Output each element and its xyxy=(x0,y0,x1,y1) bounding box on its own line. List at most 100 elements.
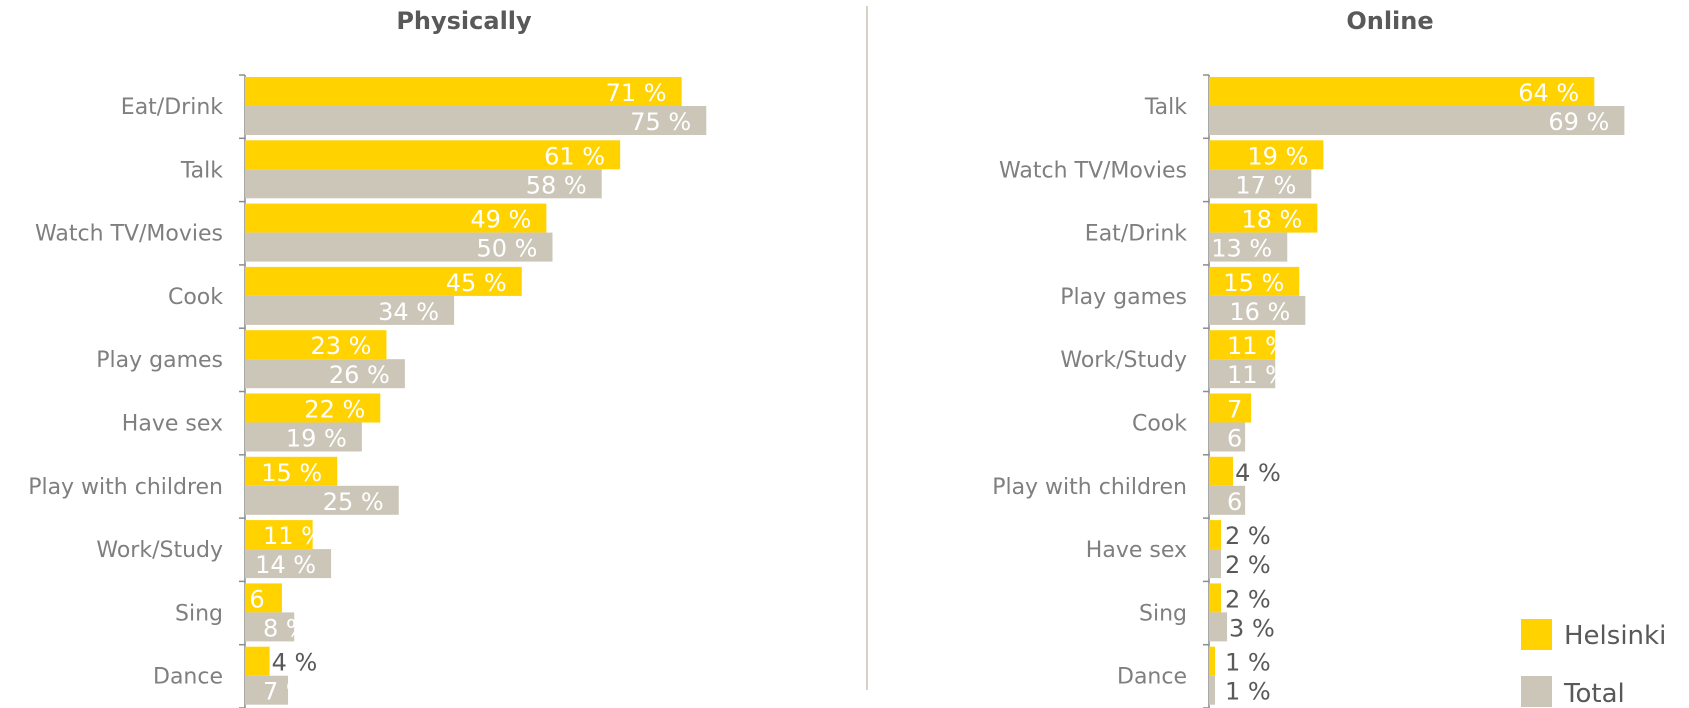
bar-helsinki xyxy=(245,140,621,170)
bar-helsinki xyxy=(245,393,381,423)
bar-total xyxy=(245,675,289,705)
category-label: Play with children xyxy=(28,475,223,500)
data-label: 11 % xyxy=(1227,361,1288,389)
category-label: Cook xyxy=(1132,412,1187,437)
data-label: 61 % xyxy=(544,142,605,170)
bar-total xyxy=(245,169,602,199)
data-label: 7 % xyxy=(263,678,309,706)
data-label: 49 % xyxy=(470,206,531,234)
bar-helsinki xyxy=(1209,646,1216,676)
bar-total xyxy=(1209,485,1246,515)
data-label: 11 % xyxy=(1227,332,1288,360)
bar-helsinki xyxy=(245,583,282,613)
data-label: 11 % xyxy=(263,522,324,550)
bar-total xyxy=(245,359,405,389)
online-panel: Online Talk 64 %69 % Watch TV/Movies 19 %17 … xyxy=(992,7,1625,708)
data-label: 6 xyxy=(249,585,264,613)
data-label: 71 % xyxy=(606,79,667,107)
data-label: 25 % xyxy=(323,488,384,516)
data-label: 4 % xyxy=(1235,459,1281,487)
bar-total xyxy=(1209,422,1246,452)
category-label: Watch TV/Movies xyxy=(35,222,223,247)
bar-helsinki xyxy=(1209,520,1222,550)
data-label: 22 % xyxy=(304,396,365,424)
bar-helsinki xyxy=(1209,266,1300,296)
bar-total xyxy=(245,422,362,452)
category-label: Have sex xyxy=(122,412,223,437)
data-label: 7 % xyxy=(1227,396,1273,424)
legend-total-label: Total xyxy=(1563,679,1625,708)
category-label: Talk xyxy=(180,158,223,183)
bar-total xyxy=(245,485,399,515)
bar-total xyxy=(245,106,707,135)
category-label: Dance xyxy=(1117,665,1187,690)
bar-helsinki xyxy=(1209,583,1222,613)
data-label: 15 % xyxy=(1223,269,1284,297)
category-label: Sing xyxy=(175,601,223,626)
data-label: 1 % xyxy=(1225,678,1271,706)
bar-total xyxy=(1209,295,1306,325)
bar-total xyxy=(1209,232,1288,262)
data-label: 1 % xyxy=(1225,649,1271,677)
bar-helsinki xyxy=(1209,140,1324,170)
category-label: Play games xyxy=(96,348,223,373)
data-label: 26 % xyxy=(329,361,390,389)
bar-total xyxy=(1209,106,1625,135)
data-label: 69 % xyxy=(1548,108,1609,136)
category-label: Dance xyxy=(153,665,223,690)
bar-helsinki xyxy=(1209,393,1252,423)
category-label: Watch TV/Movies xyxy=(999,158,1187,183)
bar-helsinki xyxy=(245,203,547,233)
chart-title: Physically xyxy=(396,7,532,35)
data-label: 18 % xyxy=(1241,206,1302,234)
bar-total xyxy=(1209,549,1222,579)
bar-helsinki xyxy=(245,77,682,106)
data-label: 13 % xyxy=(1211,235,1272,263)
bar-total xyxy=(245,612,295,642)
bar-helsinki xyxy=(245,646,270,676)
data-label: 2 % xyxy=(1225,585,1271,613)
physically-panel: Physically Eat/Drink 71 %75 % Talk 61 %58 % W… xyxy=(28,7,707,708)
data-label: 15 % xyxy=(261,459,322,487)
data-label: 45 % xyxy=(446,269,507,297)
data-label: 14 % xyxy=(255,551,316,579)
bar-helsinki xyxy=(245,330,387,360)
category-label: Eat/Drink xyxy=(121,95,223,120)
legend-total-swatch xyxy=(1521,676,1552,707)
category-label: Play with children xyxy=(992,475,1187,500)
bar-helsinki xyxy=(245,266,522,296)
data-label: 2 % xyxy=(1225,522,1271,550)
data-label: 19 % xyxy=(1247,142,1308,170)
data-label: 8 % xyxy=(263,614,309,642)
bar-total xyxy=(245,549,332,579)
category-label: Work/Study xyxy=(96,538,223,563)
data-label: 3 % xyxy=(1229,614,1275,642)
data-label: 17 % xyxy=(1235,171,1296,199)
category-label: Have sex xyxy=(1086,538,1187,563)
data-label: 34 % xyxy=(378,298,439,326)
data-label: 4 % xyxy=(272,649,318,677)
legend-helsinki-label: Helsinki xyxy=(1564,621,1666,651)
bar-total xyxy=(1209,359,1276,389)
data-label: 6 % xyxy=(1227,488,1273,516)
bar-total xyxy=(245,232,553,262)
category-label: Play games xyxy=(1060,285,1187,310)
data-label: 6 % xyxy=(1227,425,1273,453)
legend: Helsinki Total xyxy=(1521,619,1666,708)
bar-helsinki xyxy=(1209,456,1234,486)
bar-helsinki xyxy=(245,520,313,550)
category-label: Sing xyxy=(1139,601,1187,626)
category-label: Eat/Drink xyxy=(1085,222,1187,247)
bar-total xyxy=(1209,169,1312,199)
data-label: 58 % xyxy=(526,171,587,199)
category-label: Work/Study xyxy=(1060,348,1187,373)
data-label: 19 % xyxy=(286,425,347,453)
data-label: 75 % xyxy=(630,108,691,136)
bar-helsinki xyxy=(1209,203,1318,233)
bar-total xyxy=(245,295,455,325)
data-label: 50 % xyxy=(477,235,538,263)
chart-title: Online xyxy=(1346,7,1433,35)
legend-helsinki-swatch xyxy=(1521,619,1552,650)
data-label: 23 % xyxy=(310,332,371,360)
